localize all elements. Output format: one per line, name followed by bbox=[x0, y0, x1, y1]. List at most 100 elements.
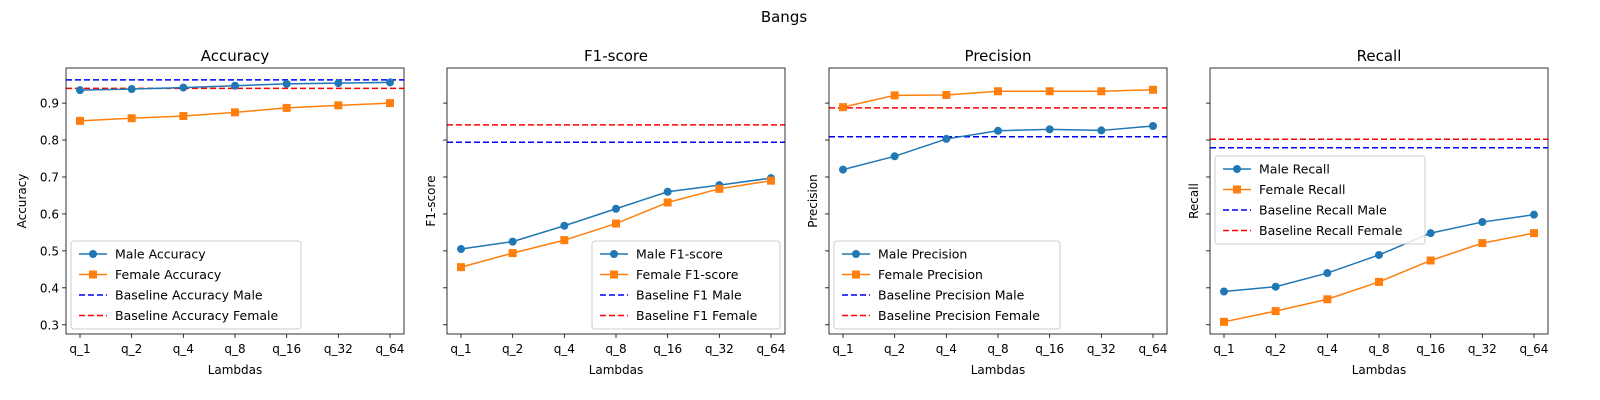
y-axis-label: Precision bbox=[806, 174, 820, 228]
data-point bbox=[839, 103, 847, 112]
legend-label: Female Precision bbox=[878, 267, 983, 282]
legend: Male Accuracy Female Accuracy Baseline Acc… bbox=[70, 240, 302, 330]
legend-label: Baseline F1 Male bbox=[636, 288, 742, 303]
legend-label: Male Accuracy bbox=[115, 247, 206, 262]
data-point bbox=[942, 90, 951, 99]
legend-label: Baseline Accuracy Female bbox=[115, 308, 279, 323]
x-tick-label: q_1 bbox=[1213, 342, 1234, 356]
data-point bbox=[715, 184, 724, 193]
data-point bbox=[457, 245, 465, 254]
legend-marker bbox=[852, 270, 860, 279]
data-point bbox=[1220, 317, 1228, 326]
legend-marker bbox=[610, 250, 618, 258]
data-point bbox=[1375, 250, 1383, 259]
data-point bbox=[1426, 229, 1435, 238]
data-point bbox=[1323, 295, 1332, 304]
data-point bbox=[282, 79, 291, 88]
data-point bbox=[508, 249, 517, 258]
data-point bbox=[1530, 229, 1538, 238]
x-tick-label: q_32 bbox=[1468, 342, 1497, 356]
legend-label: Male Precision bbox=[878, 247, 967, 262]
data-point bbox=[334, 79, 343, 88]
y-tick-label: 0.7 bbox=[40, 170, 59, 184]
legend-label: Baseline Recall Female bbox=[1259, 223, 1403, 238]
x-axis-label: Lambdas bbox=[208, 363, 263, 377]
data-point bbox=[1045, 125, 1054, 134]
x-tick-label: q_64 bbox=[757, 342, 786, 356]
data-point bbox=[1375, 277, 1383, 286]
legend-box bbox=[591, 240, 781, 330]
data-point bbox=[612, 204, 620, 213]
y-tick-label: 0.4 bbox=[40, 281, 59, 295]
subplot-recall: Recall q_1 q_2 q_4 q_8 q_16 q_32 q_64 Lambdas Rec… bbox=[1187, 47, 1548, 377]
legend-label: Baseline F1 Female bbox=[636, 308, 758, 323]
data-point bbox=[942, 134, 951, 143]
y-axis-label: F1-score bbox=[424, 175, 438, 226]
data-point bbox=[1149, 122, 1157, 131]
subplot-f1-score: F1-score q_1 q_2 q_4 q_8 q_16 q_32 q_64 Lambdas F… bbox=[424, 47, 785, 377]
x-tick-label: q_64 bbox=[1520, 342, 1549, 356]
legend-label: Female F1-score bbox=[636, 267, 739, 282]
x-tick-label: q_16 bbox=[1035, 342, 1064, 356]
data-point bbox=[76, 116, 84, 125]
data-point bbox=[1271, 282, 1280, 291]
data-point bbox=[231, 81, 239, 90]
y-tick-label: 0.6 bbox=[40, 207, 59, 221]
data-point bbox=[179, 112, 188, 121]
x-tick-label: q_32 bbox=[324, 342, 353, 356]
y-tick-label: 0.3 bbox=[40, 318, 59, 332]
data-point bbox=[1478, 218, 1487, 227]
data-point bbox=[282, 103, 291, 112]
subplot-title: Accuracy bbox=[201, 47, 270, 65]
data-point bbox=[767, 176, 775, 185]
data-point bbox=[839, 165, 847, 174]
data-point bbox=[231, 108, 239, 117]
y-axis-label: Accuracy bbox=[15, 174, 29, 229]
x-tick-label: q_1 bbox=[450, 342, 471, 356]
data-point bbox=[663, 198, 672, 207]
legend-label: Baseline Accuracy Male bbox=[115, 288, 263, 303]
x-tick-label: q_8 bbox=[1368, 342, 1389, 356]
legend-box bbox=[833, 240, 1061, 330]
legend-marker bbox=[610, 270, 618, 279]
legend: Male Precision Female Precision Baseline P… bbox=[833, 240, 1061, 330]
data-point bbox=[890, 152, 899, 161]
axes-frame bbox=[828, 67, 1168, 335]
legend-marker bbox=[89, 270, 97, 279]
x-tick-label: q_4 bbox=[936, 342, 957, 356]
x-axis-label: Lambdas bbox=[1352, 363, 1407, 377]
subplot-title: Recall bbox=[1357, 47, 1402, 65]
x-tick-label: q_2 bbox=[121, 342, 142, 356]
data-point bbox=[612, 219, 620, 228]
x-tick-label: q_8 bbox=[605, 342, 626, 356]
data-point bbox=[994, 87, 1002, 96]
legend-marker bbox=[1233, 165, 1241, 173]
legend: Male F1-score Female F1-score Baseline F1 … bbox=[591, 240, 781, 330]
data-point bbox=[1530, 210, 1538, 219]
data-point bbox=[1323, 269, 1332, 278]
x-tick-label: q_16 bbox=[653, 342, 682, 356]
x-tick-label: q_4 bbox=[554, 342, 575, 356]
data-point bbox=[994, 126, 1002, 135]
data-point bbox=[560, 221, 569, 230]
x-tick-label: q_64 bbox=[1139, 342, 1168, 356]
x-tick-label: q_8 bbox=[987, 342, 1008, 356]
data-point bbox=[1426, 256, 1435, 265]
data-point bbox=[560, 236, 569, 245]
data-point bbox=[386, 99, 394, 108]
data-point bbox=[1478, 239, 1487, 248]
legend-label: Male Recall bbox=[1259, 162, 1330, 177]
data-point bbox=[127, 114, 136, 123]
data-point bbox=[1271, 307, 1280, 316]
x-tick-label: q_2 bbox=[502, 342, 523, 356]
subplot-title: F1-score bbox=[584, 47, 648, 65]
x-tick-label: q_4 bbox=[1317, 342, 1338, 356]
x-tick-label: q_32 bbox=[1087, 342, 1116, 356]
data-point bbox=[1220, 287, 1228, 296]
data-point bbox=[457, 263, 465, 272]
y-tick-label: 0.9 bbox=[40, 97, 59, 111]
y-tick-label: 0.8 bbox=[40, 134, 59, 148]
figure-suptitle: Bangs bbox=[761, 8, 808, 26]
data-point bbox=[127, 85, 136, 94]
